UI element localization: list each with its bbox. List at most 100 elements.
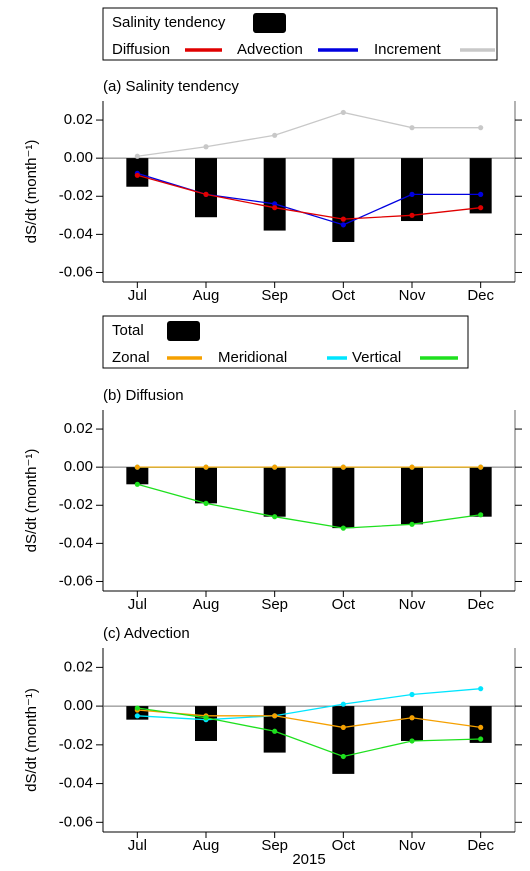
y-tick-label: 0.02 (64, 658, 93, 675)
line (137, 707, 481, 758)
y-tick-label: 0.00 (64, 697, 93, 714)
bar (469, 158, 492, 214)
point (272, 464, 278, 470)
line (137, 483, 481, 529)
bar (263, 467, 286, 517)
point (203, 464, 209, 470)
legend-label: Increment (374, 41, 442, 58)
point (272, 713, 278, 719)
point (272, 728, 278, 734)
y-tick-label: 0.00 (64, 149, 93, 166)
point (340, 109, 346, 116)
y-tick-label: -0.06 (59, 263, 93, 280)
point (134, 464, 140, 470)
point (134, 705, 140, 711)
x-tick-label: Nov (399, 596, 426, 613)
x-tick-label: Dec (467, 287, 494, 304)
y-tick-label: -0.06 (59, 572, 93, 589)
y-tick-label: -0.04 (59, 225, 93, 242)
point (409, 191, 415, 197)
line (137, 174, 481, 220)
x-tick-label: Aug (193, 287, 220, 304)
bar (469, 467, 492, 517)
point (478, 724, 484, 731)
x-tick-label: Oct (332, 287, 356, 304)
line (137, 709, 481, 729)
point (409, 212, 415, 218)
point (340, 216, 346, 222)
point (409, 521, 415, 527)
x-tick-label: Jul (128, 287, 147, 304)
bar (195, 158, 217, 218)
point (478, 464, 484, 470)
y-axis-label: dS/dt (month⁻¹) (23, 688, 40, 792)
point (134, 172, 140, 178)
point (340, 464, 346, 470)
point (340, 753, 346, 760)
x-tick-label: Dec (467, 837, 494, 854)
legend-box (102, 315, 469, 369)
point (134, 713, 140, 719)
line (137, 111, 481, 157)
point (478, 686, 484, 692)
point (478, 512, 484, 518)
y-axis-label: dS/dt (month⁻¹) (23, 449, 40, 553)
x-tick-label: Aug (193, 837, 220, 854)
point (409, 464, 415, 470)
x-tick-label: Jul (128, 596, 147, 613)
bar (401, 158, 423, 222)
bar (195, 706, 217, 741)
x-tick-label: Dec (467, 596, 494, 613)
x-axis-label: 2015 (292, 851, 325, 868)
legend-swatch (167, 321, 200, 341)
y-tick-label: -0.02 (59, 736, 93, 753)
point (340, 724, 346, 731)
panel-title: (a) Salinity tendency (103, 78, 239, 95)
line (137, 688, 481, 721)
bar (401, 467, 423, 525)
x-tick-label: Aug (193, 596, 220, 613)
point (478, 736, 484, 742)
x-tick-label: Nov (399, 287, 426, 304)
bar (332, 706, 355, 774)
point (203, 715, 209, 721)
panel-title: (b) Diffusion (103, 387, 184, 404)
point (272, 132, 278, 138)
bar (332, 467, 355, 529)
bar (469, 706, 492, 743)
legend-box (102, 7, 498, 61)
legend-label: Advection (237, 41, 303, 58)
x-tick-label: Sep (261, 837, 288, 854)
y-tick-label: 0.02 (64, 111, 93, 128)
bar (195, 467, 217, 504)
point (409, 691, 415, 698)
y-tick-label: 0.02 (64, 420, 93, 437)
point (478, 125, 484, 131)
panel-title: (c) Advection (103, 625, 190, 642)
point (340, 701, 346, 707)
bar (263, 158, 286, 231)
point (134, 153, 140, 159)
x-tick-label: Oct (332, 837, 356, 854)
legend-label: Vertical (352, 349, 401, 366)
y-axis-label: dS/dt (month⁻¹) (23, 140, 40, 244)
point (203, 144, 209, 150)
point (134, 481, 140, 487)
line (137, 172, 481, 226)
x-tick-label: Oct (332, 596, 356, 613)
bar (126, 467, 149, 485)
legend-label: Zonal (112, 349, 150, 366)
point (478, 205, 484, 211)
point (203, 500, 209, 506)
y-tick-label: -0.02 (59, 496, 93, 513)
point (272, 205, 278, 211)
point (409, 738, 415, 744)
x-tick-label: Sep (261, 596, 288, 613)
legend-label: Meridional (218, 349, 287, 366)
point (203, 191, 209, 197)
point (409, 125, 415, 131)
point (340, 222, 346, 228)
legend-label: Total (112, 322, 144, 339)
point (478, 191, 484, 197)
point (272, 514, 278, 520)
